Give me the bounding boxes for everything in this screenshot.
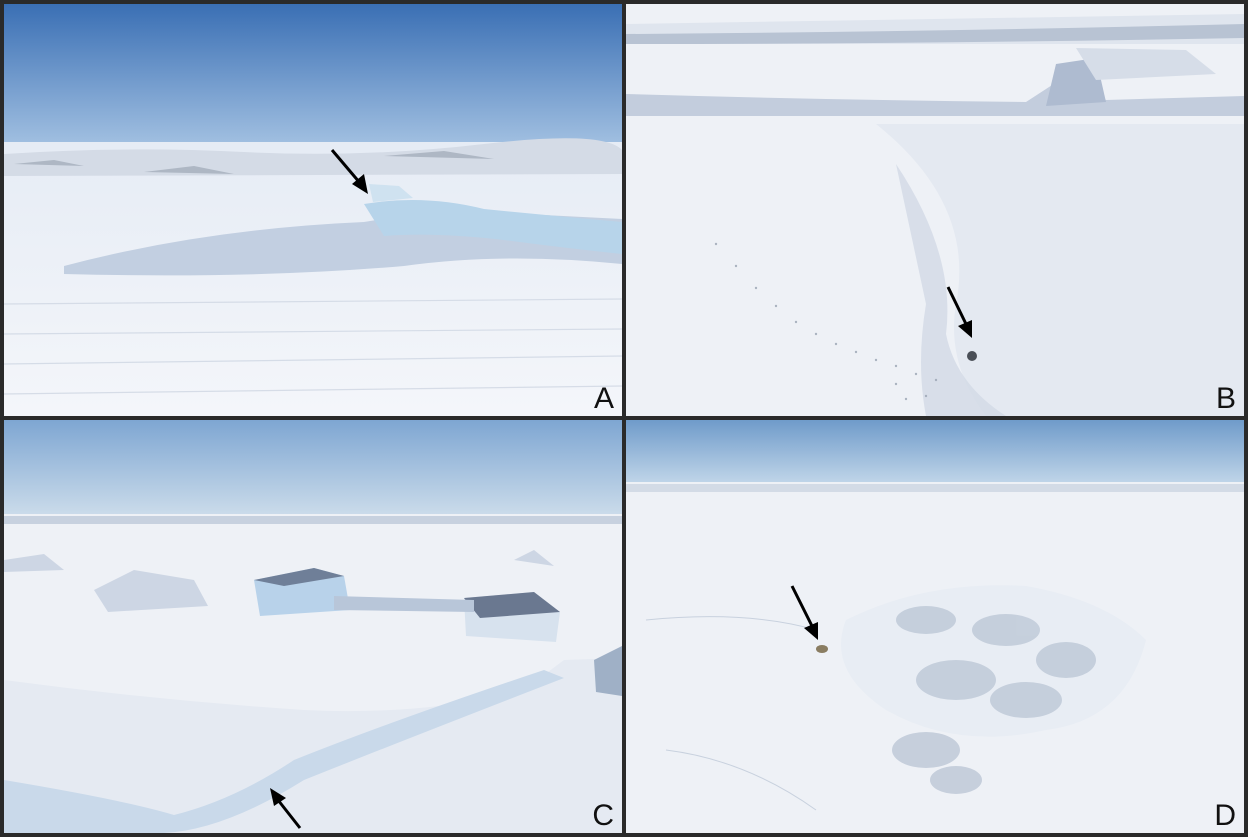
- ice-cliff: [364, 200, 622, 254]
- sky: [626, 420, 1244, 486]
- distant-ridge: [4, 138, 622, 176]
- arrow-d: [790, 585, 818, 640]
- ice-cliff-shadow: [626, 76, 1244, 116]
- arrow-a: [330, 149, 368, 194]
- panel-a-image: [4, 4, 622, 416]
- panel-d-image: [626, 420, 1244, 833]
- sky: [4, 420, 622, 518]
- distant-icebergs: [4, 550, 554, 612]
- snow-field: [4, 142, 622, 416]
- pressure-ridge: [4, 670, 564, 833]
- sky: [4, 4, 622, 154]
- photo-panel-a: A: [4, 4, 622, 416]
- photo-panel-b: B: [626, 4, 1244, 416]
- photo-panel-d: D: [626, 420, 1244, 833]
- arrow-b: [946, 286, 972, 338]
- panel-label-c: C: [592, 799, 614, 832]
- burrow-hole: [967, 351, 977, 361]
- panel-c-image: [4, 420, 622, 833]
- photo-panel-c: C: [4, 420, 622, 833]
- animal: [816, 645, 828, 653]
- panel-label-d: D: [1214, 799, 1236, 832]
- distant-ice-blocks: [626, 24, 1244, 44]
- panel-label-b: B: [1215, 382, 1236, 415]
- arrow-c: [270, 788, 302, 829]
- panel-label-a: A: [593, 382, 614, 415]
- panel-b-image: [626, 4, 1244, 416]
